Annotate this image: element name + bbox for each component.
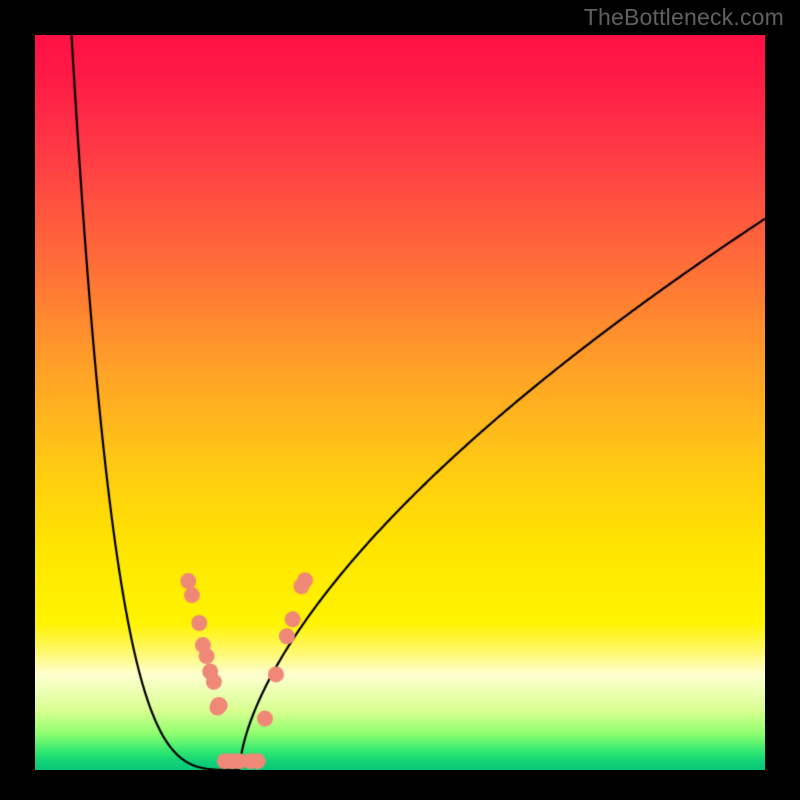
chart-canvas — [35, 35, 765, 770]
plot-area — [35, 35, 765, 770]
watermark-text: TheBottleneck.com — [584, 4, 784, 31]
